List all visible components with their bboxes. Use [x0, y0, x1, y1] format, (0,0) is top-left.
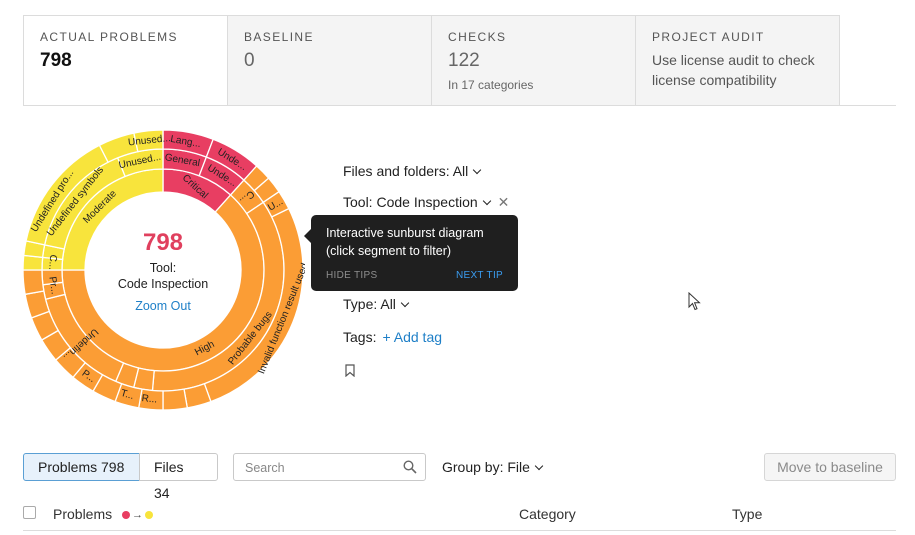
type-column-header[interactable]: Type — [732, 506, 763, 522]
tab-title: PROJECT AUDIT — [652, 30, 765, 44]
type-filter-label: Type: All — [343, 296, 396, 312]
sunburst-segment-unused[interactable] — [133, 129, 164, 153]
segment-label: Pr... — [46, 276, 59, 295]
hide-tips-button[interactable]: HIDE TIPS — [326, 270, 378, 281]
files-folders-filter[interactable]: Files and folders: All — [343, 163, 482, 179]
tab-description: Use license audit to check license compa… — [652, 50, 823, 90]
problems-column-label: Problems — [53, 506, 113, 522]
center-count: 798 — [143, 229, 183, 256]
tab-project-audit[interactable]: PROJECT AUDIT Use license audit to check… — [635, 15, 840, 105]
tab-description-line: license compatibility — [652, 72, 777, 88]
segment-label: C... — [46, 254, 58, 270]
segment-label: R... — [141, 393, 158, 406]
tool-filter-label: Tool: Code Inspection — [343, 194, 478, 210]
tab-subtitle: In 17 categories — [448, 78, 534, 92]
tab-title: BASELINE — [244, 30, 314, 44]
moderate-dot-icon — [145, 511, 154, 520]
add-tag-link[interactable]: + Add tag — [382, 329, 443, 345]
close-icon[interactable]: ✕ — [497, 194, 510, 210]
move-to-baseline-button[interactable]: Move to baseline — [764, 453, 896, 481]
tags-label: Tags: — [343, 329, 377, 345]
search-input[interactable] — [243, 455, 397, 481]
chevron-down-icon — [482, 196, 491, 206]
tab-actual-problems[interactable]: ACTUAL PROBLEMS 798 — [23, 15, 228, 106]
tab-checks[interactable]: CHECKS 122 In 17 categories — [431, 15, 636, 105]
tip-tooltip: Interactive sunburst diagram (click segm… — [304, 215, 518, 291]
next-tip-button[interactable]: NEXT TIP — [455, 270, 503, 281]
center-tool-label: Tool: — [150, 261, 176, 275]
tooltip-line: Interactive sunburst diagram — [326, 226, 484, 240]
bookmark-icon[interactable] — [345, 364, 355, 377]
chevron-down-icon — [534, 461, 544, 471]
tab-value: 0 — [244, 50, 255, 71]
tab-value: 122 — [448, 50, 480, 71]
problems-view-button[interactable]: Problems 798 — [23, 453, 140, 481]
critical-dot-icon — [122, 511, 131, 520]
tooltip-line: (click segment to filter) — [326, 244, 452, 258]
problems-column-header[interactable]: Problems → — [53, 506, 154, 522]
zoom-out-link[interactable]: Zoom Out — [135, 299, 191, 313]
select-all-checkbox[interactable] — [23, 506, 36, 519]
tab-title: CHECKS — [448, 30, 507, 44]
tabs-divider — [23, 105, 896, 106]
chevron-down-icon — [473, 165, 482, 175]
type-filter[interactable]: Type: All — [343, 296, 410, 312]
table-header-divider — [23, 530, 896, 531]
segment-label: T... — [119, 388, 135, 402]
segment-label: Unused... — [128, 133, 172, 148]
tab-description-line: Use license audit to check — [652, 52, 815, 68]
tags-filter: Tags: + Add tag — [343, 329, 442, 345]
files-folders-label: Files and folders: All — [343, 163, 469, 179]
center-tool-value: Code Inspection — [118, 277, 208, 291]
search-box — [233, 453, 426, 481]
chevron-down-icon — [400, 298, 410, 308]
sunburst-chart[interactable]: CriticalGeneralUnde...Lang...Unde...C...… — [21, 128, 305, 412]
group-by-label: Group by: File — [442, 459, 530, 475]
group-by-dropdown[interactable]: Group by: File — [442, 459, 544, 475]
severity-sort-indicator[interactable]: → — [122, 506, 154, 522]
tab-baseline[interactable]: BASELINE 0 — [227, 15, 432, 105]
sunburst-segment-high-small[interactable] — [162, 388, 189, 411]
search-icon[interactable] — [403, 460, 417, 474]
tab-title: ACTUAL PROBLEMS — [40, 30, 178, 44]
category-column-header[interactable]: Category — [519, 506, 576, 522]
arrow-right-icon: → — [132, 509, 144, 522]
segment-label: Lang... — [170, 134, 202, 150]
tab-value: 798 — [40, 50, 72, 71]
files-view-button[interactable]: Files 34 — [139, 453, 218, 501]
mouse-cursor-icon — [688, 292, 701, 311]
tab-bar: ACTUAL PROBLEMS 798 BASELINE 0 CHECKS 12… — [23, 15, 896, 106]
sunburst-segment-high-small[interactable] — [22, 269, 45, 296]
tool-filter[interactable]: Tool: Code Inspection ✕ — [343, 194, 509, 211]
